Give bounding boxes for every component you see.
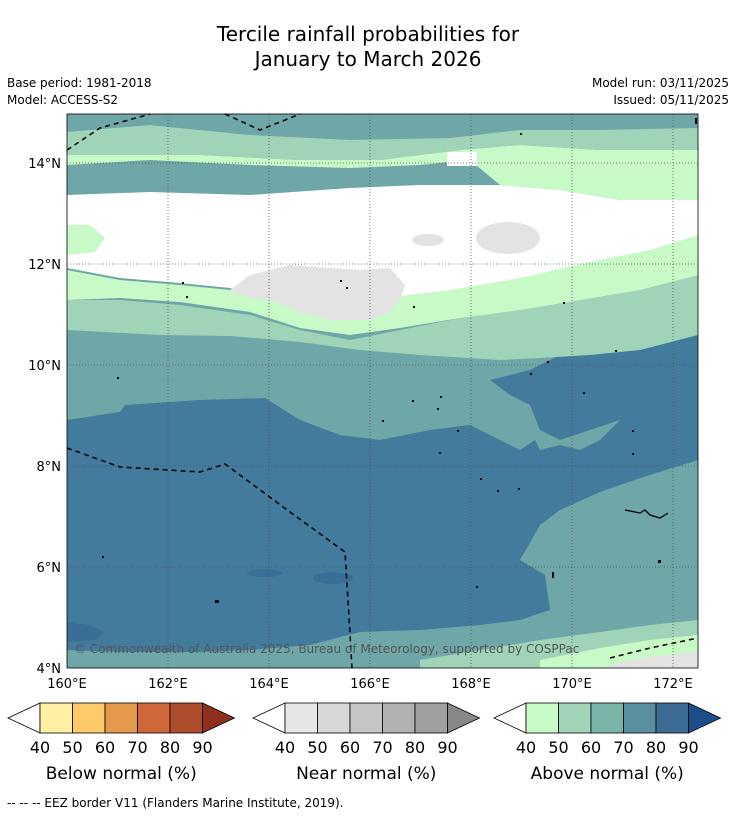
model-name: Model: ACCESS-S2 <box>7 93 119 107</box>
colorbar-tick: 80 <box>646 738 666 757</box>
colorbar-tick: 50 <box>62 738 82 757</box>
colorbar-segment <box>655 702 689 734</box>
colorbar-tick: 90 <box>192 738 212 757</box>
above-50-patch-west <box>67 225 105 255</box>
colorbar-tick: 40 <box>275 738 295 757</box>
colorbar-segment <box>558 702 592 734</box>
colorbar-segment <box>414 702 448 734</box>
meta-right: Model run: 03/11/2025 Issued: 05/11/2025 <box>592 75 729 109</box>
colorbar-tick: 70 <box>127 738 147 757</box>
colorbar-arrow-low <box>7 702 41 734</box>
colorbar-arrow-high <box>447 702 481 734</box>
near-normal-region-center <box>230 265 405 320</box>
y-axis-ticks: 4°N 6°N 8°N 10°N 12°N 14°N <box>28 157 61 677</box>
colorbar-2: 40 50 60 70 80 90 Above normal (%) <box>493 702 722 784</box>
colorbar-segment <box>72 702 106 734</box>
colorbar-tick: 80 <box>160 738 180 757</box>
title-line-1: Tercile rainfall probabilities for <box>216 22 520 46</box>
colorbar-tick: 50 <box>307 738 327 757</box>
colorbar-arrow-low <box>493 702 527 734</box>
colorbar-segment <box>137 702 171 734</box>
map-title: Tercile rainfall probabilities for Janua… <box>0 22 736 72</box>
x-axis-ticks: 160°E 162°E 164°E 166°E 168°E 170°E 172°… <box>47 677 693 692</box>
y-tick: 4°N <box>37 662 62 677</box>
above-60-band-north <box>67 270 698 360</box>
colorbar-tick: 60 <box>581 738 601 757</box>
copyright-notice: © Commonwealth of Australia 2025, Bureau… <box>74 642 579 656</box>
colorbar-segment <box>284 702 318 734</box>
colorbar-tick: 80 <box>405 738 425 757</box>
colorbar-label: Above normal (%) <box>531 764 684 784</box>
colorbar-segment <box>317 702 351 734</box>
meta-left: Base period: 1981-2018 Model: ACCESS-S2 <box>7 75 152 109</box>
colorbar-segment <box>39 702 73 734</box>
colorbar-tick: 70 <box>613 738 633 757</box>
x-tick: 164°E <box>249 677 289 692</box>
above-50-band-upper <box>67 145 698 200</box>
colorbar-segment <box>104 702 138 734</box>
near-normal-region-small <box>412 234 444 246</box>
x-tick: 170°E <box>552 677 592 692</box>
base-period: Base period: 1981-2018 <box>7 76 152 90</box>
colorbar-segment <box>525 702 559 734</box>
colorbar-tick: 40 <box>30 738 50 757</box>
colorbar-segment <box>590 702 624 734</box>
above-70-band-top <box>67 114 350 135</box>
y-tick: 6°N <box>37 561 62 576</box>
colorbar-tick: 70 <box>372 738 392 757</box>
x-tick: 162°E <box>148 677 188 692</box>
colorbar-arrow-high <box>688 702 722 734</box>
above-80-region-south <box>67 380 698 652</box>
y-tick: 14°N <box>28 157 61 172</box>
x-tick: 160°E <box>47 677 87 692</box>
colorbar-tick: 90 <box>678 738 698 757</box>
colorbar-tick: 50 <box>548 738 568 757</box>
y-tick: 10°N <box>28 359 61 374</box>
y-tick: 12°N <box>28 258 61 273</box>
colorbar-arrow-high <box>202 702 236 734</box>
above-80-patch-sw <box>67 622 105 642</box>
near-normal-region-south <box>600 652 698 668</box>
probability-field <box>67 114 698 668</box>
x-tick: 172°E <box>653 677 693 692</box>
near-40-white-band <box>67 185 698 300</box>
colorbar-tick: 60 <box>95 738 115 757</box>
colorbars: 40 50 60 70 80 90 Below normal (%) 40 50 60 70 80 90… <box>7 702 722 784</box>
x-tick: 166°E <box>350 677 390 692</box>
issued-date: Issued: 05/11/2025 <box>613 93 729 107</box>
model-run: Model run: 03/11/2025 <box>591 76 729 90</box>
x-tick: 168°E <box>451 677 491 692</box>
above-60-band-upper <box>67 125 698 160</box>
colorbar-label: Below normal (%) <box>46 764 197 784</box>
gridlines <box>67 114 698 668</box>
colorbar-segment <box>382 702 416 734</box>
colorbar-0: 40 50 60 70 80 90 Below normal (%) <box>7 702 236 784</box>
colorbar-arrow-low <box>252 702 286 734</box>
colorbar-tick: 40 <box>516 738 536 757</box>
eez-borders <box>66 113 699 669</box>
near-40-patch-north <box>447 152 477 166</box>
title-line-2: January to March 2026 <box>254 47 482 71</box>
near-normal-region-east <box>476 222 540 254</box>
colorbar-tick: 90 <box>437 738 457 757</box>
colorbar-segment <box>169 702 203 734</box>
y-tick: 8°N <box>37 460 62 475</box>
colorbar-tick: 60 <box>340 738 360 757</box>
islands <box>102 118 697 603</box>
colorbar-segment <box>623 702 657 734</box>
map-frame <box>66 113 699 669</box>
footnote: -- -- -- EEZ border V11 (Flanders Marine… <box>7 796 344 810</box>
colorbar-label: Near normal (%) <box>296 764 436 784</box>
above-80-patch-b <box>313 572 353 584</box>
colorbar-segment <box>349 702 383 734</box>
above-80-patch-a <box>247 569 283 577</box>
